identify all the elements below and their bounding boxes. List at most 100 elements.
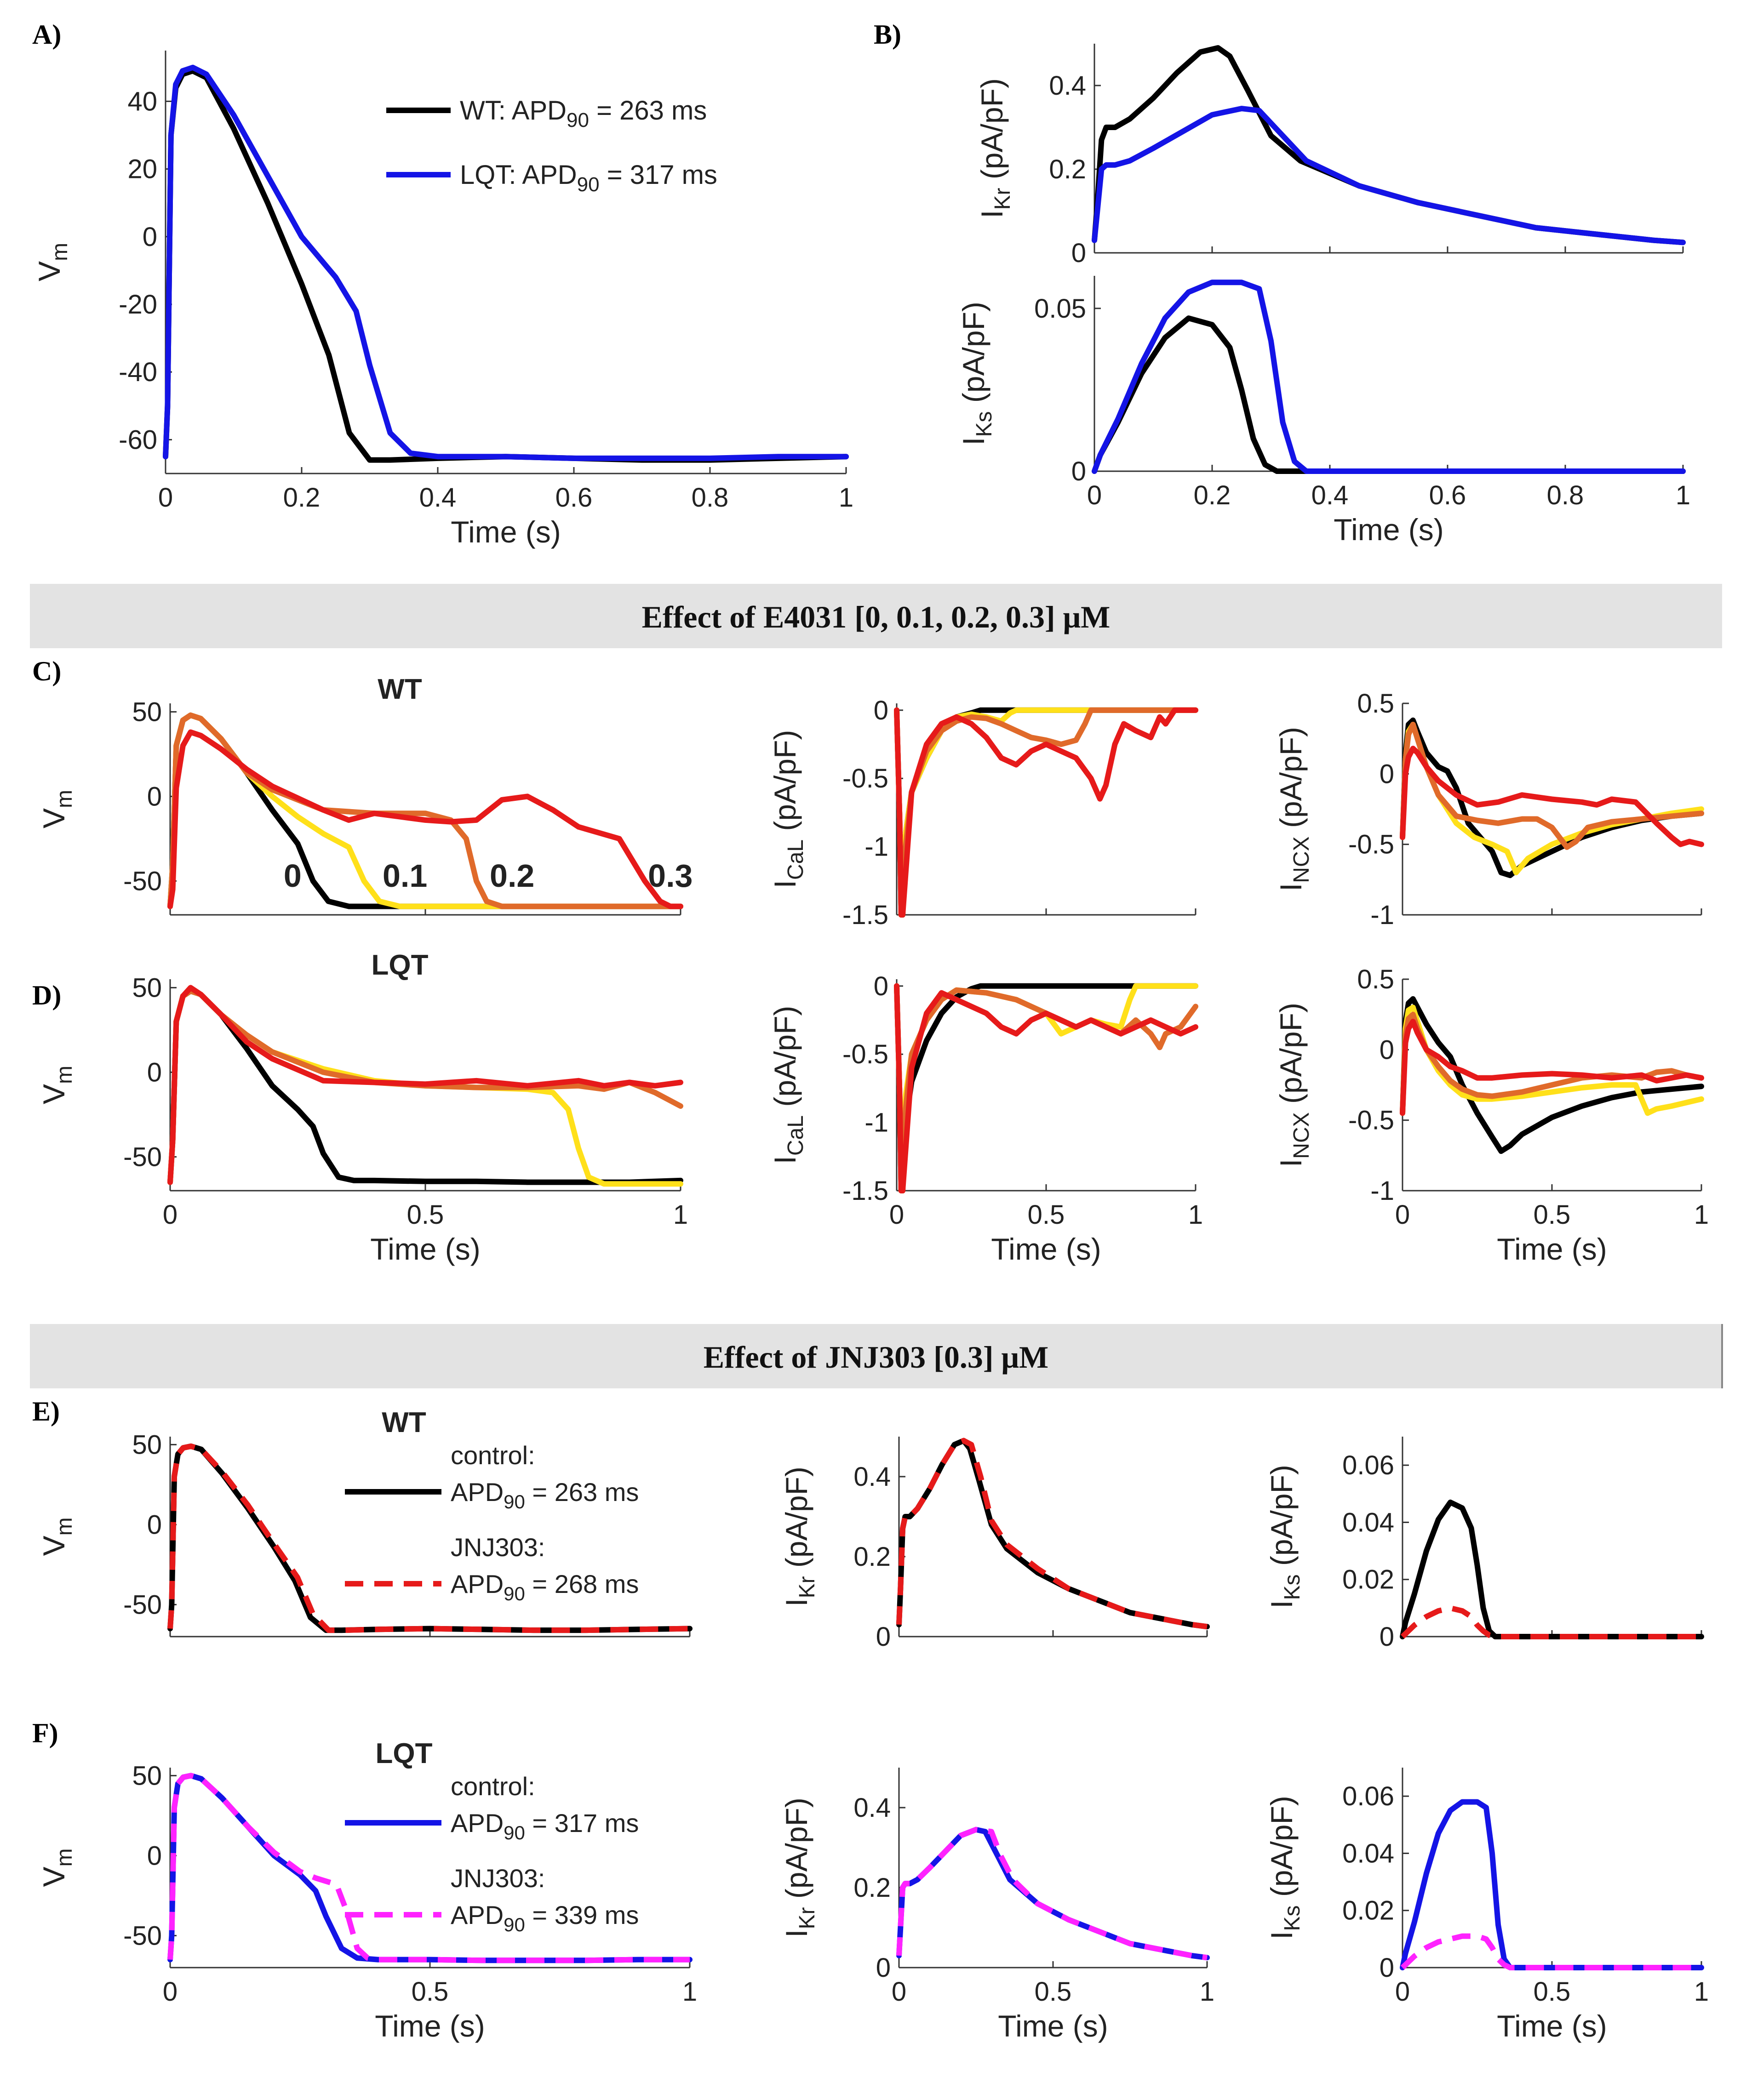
y-axis-label: Vm <box>32 243 72 281</box>
y-tick-label: 0 <box>874 696 888 725</box>
y-tick-label: -1 <box>864 1108 888 1138</box>
series-line-lqt <box>1092 280 1686 474</box>
legend-sub: 90 <box>504 1583 525 1604</box>
y-axis-label-unit: (pA/pF) <box>956 302 990 411</box>
x-tick-label: 0 <box>892 1977 906 2007</box>
y-axis-label: ICaL (pA/pF) <box>768 1006 808 1164</box>
legend-label: LQT: APD <box>460 160 577 190</box>
panel-label-f: F) <box>32 1718 58 1748</box>
series-group <box>167 1443 693 1633</box>
legend-label: APD <box>451 1809 504 1838</box>
x-tick-label: 0.5 <box>412 1977 449 2007</box>
y-tick-label: 0 <box>1380 759 1394 789</box>
series-group <box>896 1826 1210 1961</box>
chart-a: -60 -40 -20 0 20 40 0 0.2 0.4 0.6 0.8 1 Time (s) Vm WT… <box>32 51 853 549</box>
x-tick-label: 0.5 <box>1028 1200 1065 1230</box>
legend-rest: = 263 ms <box>525 1478 639 1507</box>
panel-label-a: A) <box>32 19 61 50</box>
legend-entry: WT: APD90 = 263 ms <box>460 96 707 131</box>
y-tick-label: 0 <box>147 1841 162 1871</box>
y-axis-label-sub: Ks <box>1280 1575 1305 1600</box>
x-tick-label: 0 <box>163 1977 177 2007</box>
series-line-0-3 <box>1400 746 1704 847</box>
chart-f3: 0 0.02 0.04 0.06 0 0.5 1 Time (s) IKs (pA/pF) <box>1265 1768 1709 2043</box>
x-tick-label: 0 <box>158 483 173 513</box>
y-axis-label-main: V <box>37 1084 71 1104</box>
legend-rest: = 317 ms <box>600 160 717 190</box>
y-axis-label: Vm <box>37 790 77 828</box>
y-tick-label: 0 <box>143 222 157 252</box>
y-axis-label-sub: Ks <box>972 411 996 437</box>
series-line-0-3 <box>1400 1019 1704 1116</box>
y-tick-label: -0.5 <box>1348 830 1394 860</box>
series-line-0-1 <box>1400 1004 1704 1116</box>
y-tick-label: -50 <box>123 1142 162 1172</box>
y-tick-label: 0.06 <box>1342 1781 1394 1811</box>
y-axis-label-main: V <box>32 261 66 281</box>
y-axis-label-sub: Kr <box>795 1576 819 1598</box>
legend-title: JNJ303: <box>451 1864 545 1893</box>
x-tick-label: 0.8 <box>1547 480 1584 510</box>
concentration-label: 0.3 <box>648 858 693 894</box>
x-axis-label: Time (s) <box>998 2009 1108 2043</box>
x-tick-label: 0.2 <box>283 483 321 513</box>
series-group <box>896 1438 1210 1630</box>
panel-label-c: C) <box>32 656 61 686</box>
x-tick-label: 0.5 <box>1035 1977 1072 2007</box>
banner-e4031-bg <box>30 584 1722 648</box>
y-tick-label: 0 <box>874 971 888 1001</box>
y-axis-label-main: I <box>1265 1931 1299 1940</box>
chart-title: WT <box>382 1407 426 1438</box>
series-group <box>163 64 849 463</box>
y-tick-label: 0 <box>1071 457 1086 486</box>
series-line-0-3 <box>167 985 683 1185</box>
y-axis-label-sub: m <box>52 1066 77 1084</box>
y-axis-label-main: I <box>1274 1159 1308 1167</box>
y-tick-label: 0 <box>1071 238 1086 268</box>
series-line-0 <box>1400 996 1704 1154</box>
y-axis-label-unit: (pA/pF) <box>779 1467 813 1576</box>
y-tick-label: 0 <box>1380 1953 1394 1983</box>
x-axis-label: Time (s) <box>1497 1232 1607 1266</box>
series-line-jnj303 <box>1400 1933 1701 1970</box>
y-axis-label-sub: CaL <box>784 839 808 880</box>
x-tick-label: 0.5 <box>1534 1200 1571 1230</box>
y-tick-label: 0.2 <box>853 1873 891 1903</box>
y-tick-label: 0.2 <box>853 1542 891 1572</box>
chart-f2: 0 0.2 0.4 0 0.5 1 Time (s) IKr (pA/pF) <box>779 1768 1214 2043</box>
y-tick-label: -40 <box>119 357 157 387</box>
series-group <box>167 1773 693 1963</box>
y-tick-label: 0 <box>876 1953 891 1983</box>
y-axis-label-main: I <box>1265 1600 1299 1609</box>
y-axis-label-sub: Kr <box>795 1907 819 1929</box>
y-tick-label: 0 <box>876 1622 891 1652</box>
x-axis-label: Time (s) <box>1334 513 1444 547</box>
x-tick-label: 0 <box>1395 1200 1410 1230</box>
x-tick-label: 0.6 <box>1429 480 1466 510</box>
y-axis-label-main: V <box>37 808 71 828</box>
series-line-0-2 <box>1400 1011 1704 1116</box>
x-tick-label: 1 <box>839 483 853 513</box>
y-tick-label: 0.5 <box>1357 964 1394 994</box>
chart-e3: 0 0.02 0.04 0.06 IKs (pA/pF) <box>1265 1437 1704 1652</box>
y-tick-label: 50 <box>132 973 162 1003</box>
y-axis-label: Vm <box>37 1066 77 1104</box>
y-tick-label: 0.4 <box>853 1793 891 1823</box>
series-line-0-3 <box>167 729 683 909</box>
x-tick-label: 0.6 <box>555 483 593 513</box>
y-tick-label: 50 <box>132 1761 162 1791</box>
y-axis-label-sub: Kr <box>990 188 1015 210</box>
y-axis-label-sub: Ks <box>1280 1906 1305 1931</box>
series-line-0-2 <box>1400 722 1704 850</box>
panel-label-e: E) <box>32 1396 60 1427</box>
y-axis-label: IKr (pA/pF) <box>975 78 1015 218</box>
y-tick-label: 50 <box>132 1430 162 1460</box>
series-line-jnj303 <box>167 1443 690 1633</box>
series-group <box>1092 45 1686 245</box>
legend-title: control: <box>451 1441 535 1470</box>
y-axis-label-main: V <box>37 1535 71 1556</box>
y-tick-label: 0 <box>1380 1622 1394 1652</box>
y-axis-label-unit: (pA/pF) <box>768 1006 802 1115</box>
y-tick-label: -50 <box>123 1921 162 1951</box>
